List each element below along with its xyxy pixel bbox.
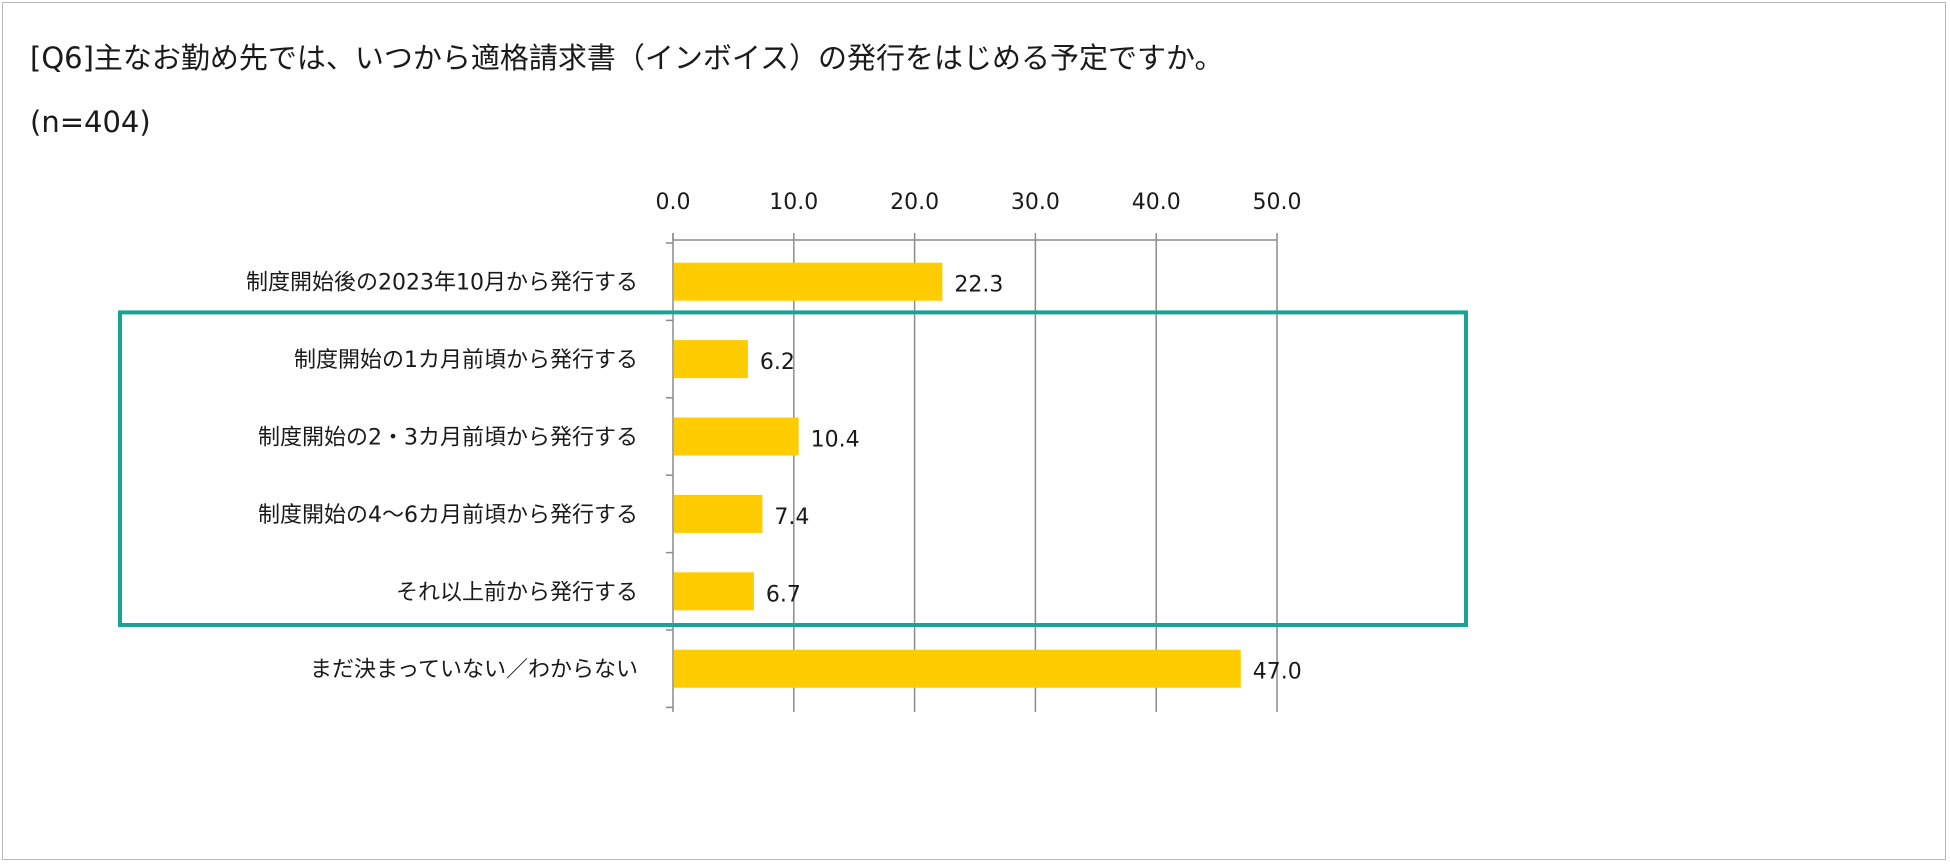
value-label: 7.4 bbox=[774, 505, 809, 530]
x-tick-label: 10.0 bbox=[769, 190, 818, 215]
value-label: 10.4 bbox=[811, 428, 860, 453]
grid-lines bbox=[793, 240, 1278, 712]
x-tick-label: 50.0 bbox=[1253, 190, 1302, 215]
value-label: 47.0 bbox=[1253, 660, 1302, 685]
bar bbox=[674, 417, 799, 456]
category-label: 制度開始の2・3カ月前頃から発行する bbox=[258, 426, 638, 451]
value-label: 22.3 bbox=[954, 273, 1003, 298]
bar bbox=[674, 649, 1241, 688]
category-label: 制度開始の4〜6カ月前頃から発行する bbox=[258, 503, 638, 528]
bar bbox=[674, 262, 943, 301]
bar bbox=[674, 572, 754, 611]
value-label: 6.7 bbox=[766, 582, 801, 607]
chart-title: [Q6]主なお勤め先では、いつから適格請求書（インボイス）の発行をはじめる予定で… bbox=[30, 41, 1224, 75]
sample-size-label: (n=404) bbox=[30, 105, 151, 139]
value-label: 6.2 bbox=[760, 350, 795, 375]
x-tick-label: 30.0 bbox=[1011, 190, 1060, 215]
bar bbox=[674, 494, 763, 533]
bar bbox=[674, 340, 748, 379]
bars bbox=[674, 262, 1241, 688]
x-tick-label: 40.0 bbox=[1132, 190, 1181, 215]
category-label: それ以上前から発行する bbox=[396, 580, 638, 605]
highlight-group bbox=[118, 310, 1468, 627]
x-tick-label: 0.0 bbox=[656, 190, 691, 215]
labels: 0.0 10.0 20.0 30.0 40.0 50.0 制度開始後の2023年10月から発… bbox=[246, 190, 1302, 685]
highlight-box bbox=[118, 310, 1468, 627]
x-tick-label: 20.0 bbox=[890, 190, 939, 215]
category-label: まだ決まっていない／わからない bbox=[310, 658, 638, 683]
axes bbox=[666, 233, 1278, 712]
category-label: 制度開始後の2023年10月から発行する bbox=[246, 271, 638, 296]
category-label: 制度開始の1カ月前頃から発行する bbox=[294, 348, 638, 373]
